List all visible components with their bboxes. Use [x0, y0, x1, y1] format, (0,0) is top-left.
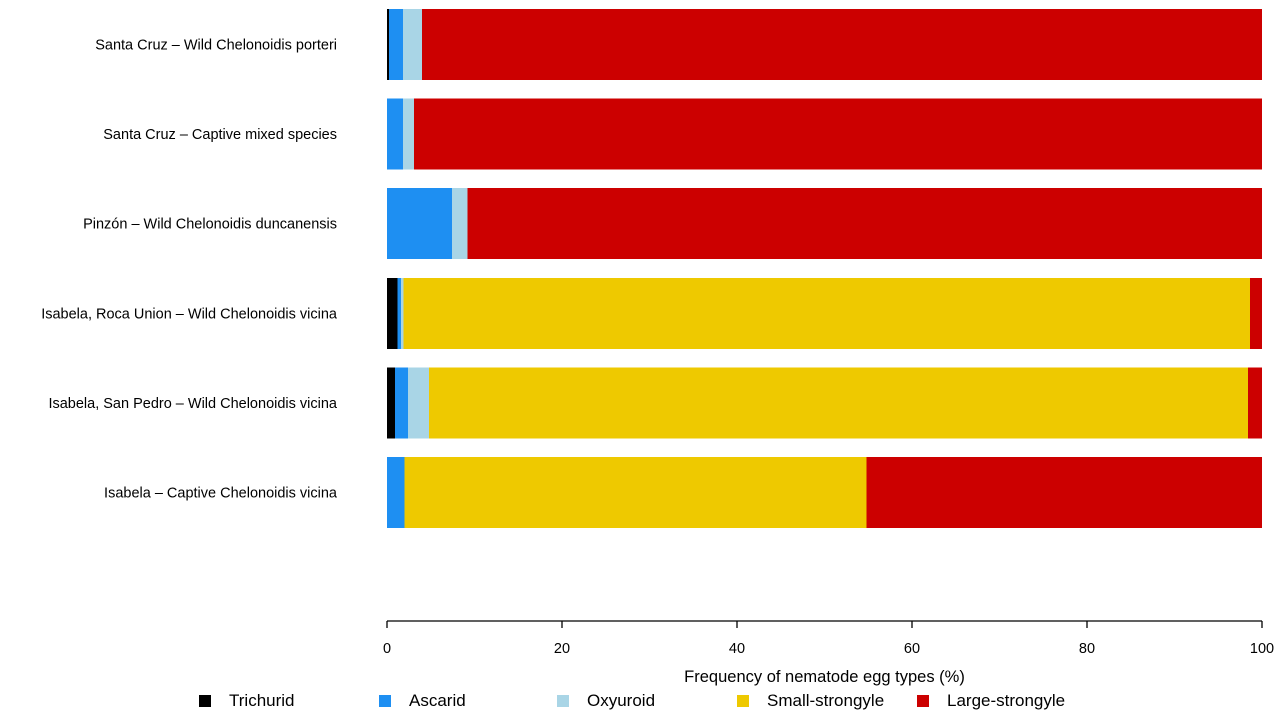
- legend-label: Trichurid: [229, 691, 295, 710]
- legend-label: Large-strongyle: [947, 691, 1065, 710]
- legend-label: Small-strongyle: [767, 691, 884, 710]
- x-tick-label: 20: [554, 641, 570, 657]
- legend-swatch: [199, 695, 211, 707]
- legend-swatch: [379, 695, 391, 707]
- bar-segment: [1248, 367, 1262, 439]
- bar-segment: [866, 457, 1262, 528]
- bar-segment: [397, 277, 401, 349]
- bar-segment: [388, 9, 403, 80]
- bar-segment: [429, 367, 1248, 439]
- bar-segment: [387, 457, 405, 528]
- x-tick-label: 0: [383, 641, 391, 657]
- bar-segment: [394, 367, 408, 439]
- bar-segment: [387, 9, 389, 80]
- bar-segment: [387, 98, 403, 170]
- bar-series: [387, 9, 1262, 528]
- category-label: Santa Cruz – Wild Chelonoidis porteri: [95, 38, 337, 54]
- category-label: Isabela, San Pedro – Wild Chelonoidis vi…: [48, 396, 337, 412]
- x-axis-title: Frequency of nematode egg types (%): [684, 668, 965, 686]
- category-label: Santa Cruz – Captive mixed species: [103, 127, 337, 143]
- bar-segment: [451, 188, 468, 260]
- x-tick-label: 80: [1079, 641, 1095, 657]
- x-tick-label: 60: [904, 641, 920, 657]
- legend-item: Oxyuroid: [557, 691, 655, 710]
- bar-segment: [422, 9, 1262, 80]
- category-label: Pinzón – Wild Chelonoidis duncanensis: [83, 217, 337, 233]
- legend-item: Trichurid: [199, 691, 295, 710]
- legend-item: Ascarid: [379, 691, 466, 710]
- x-axis: 0 20 40 60 80 100: [383, 620, 1274, 657]
- bar-segment: [402, 9, 422, 80]
- bar-segment: [387, 188, 452, 260]
- bar-segment: [402, 98, 415, 170]
- legend: Trichurid Ascarid Oxyuroid Small-strongyle L…: [199, 691, 1065, 710]
- x-tick-label: 40: [729, 641, 745, 657]
- legend-label: Ascarid: [409, 691, 466, 710]
- bar-segment: [404, 457, 867, 528]
- bar-segment: [387, 367, 395, 439]
- bar-segment: [467, 188, 1262, 260]
- bar-segment: [408, 367, 429, 439]
- bar-segment: [1249, 277, 1262, 349]
- x-tick-label: 100: [1250, 641, 1274, 657]
- bar-segment: [387, 277, 398, 349]
- legend-item: Small-strongyle: [737, 691, 884, 710]
- legend-item: Large-strongyle: [917, 691, 1065, 710]
- legend-swatch: [917, 695, 929, 707]
- legend-swatch: [557, 695, 569, 707]
- bar-segment: [401, 277, 404, 349]
- category-label: Isabela – Captive Chelonoidis vicina: [104, 486, 338, 502]
- legend-label: Oxyuroid: [587, 691, 655, 710]
- bar-segment: [403, 277, 1250, 349]
- bar-segment: [414, 98, 1262, 170]
- legend-swatch: [737, 695, 749, 707]
- category-label: Isabela, Roca Union – Wild Chelonoidis v…: [41, 306, 338, 322]
- category-labels: Santa Cruz – Wild Chelonoidis porteri San…: [41, 38, 338, 502]
